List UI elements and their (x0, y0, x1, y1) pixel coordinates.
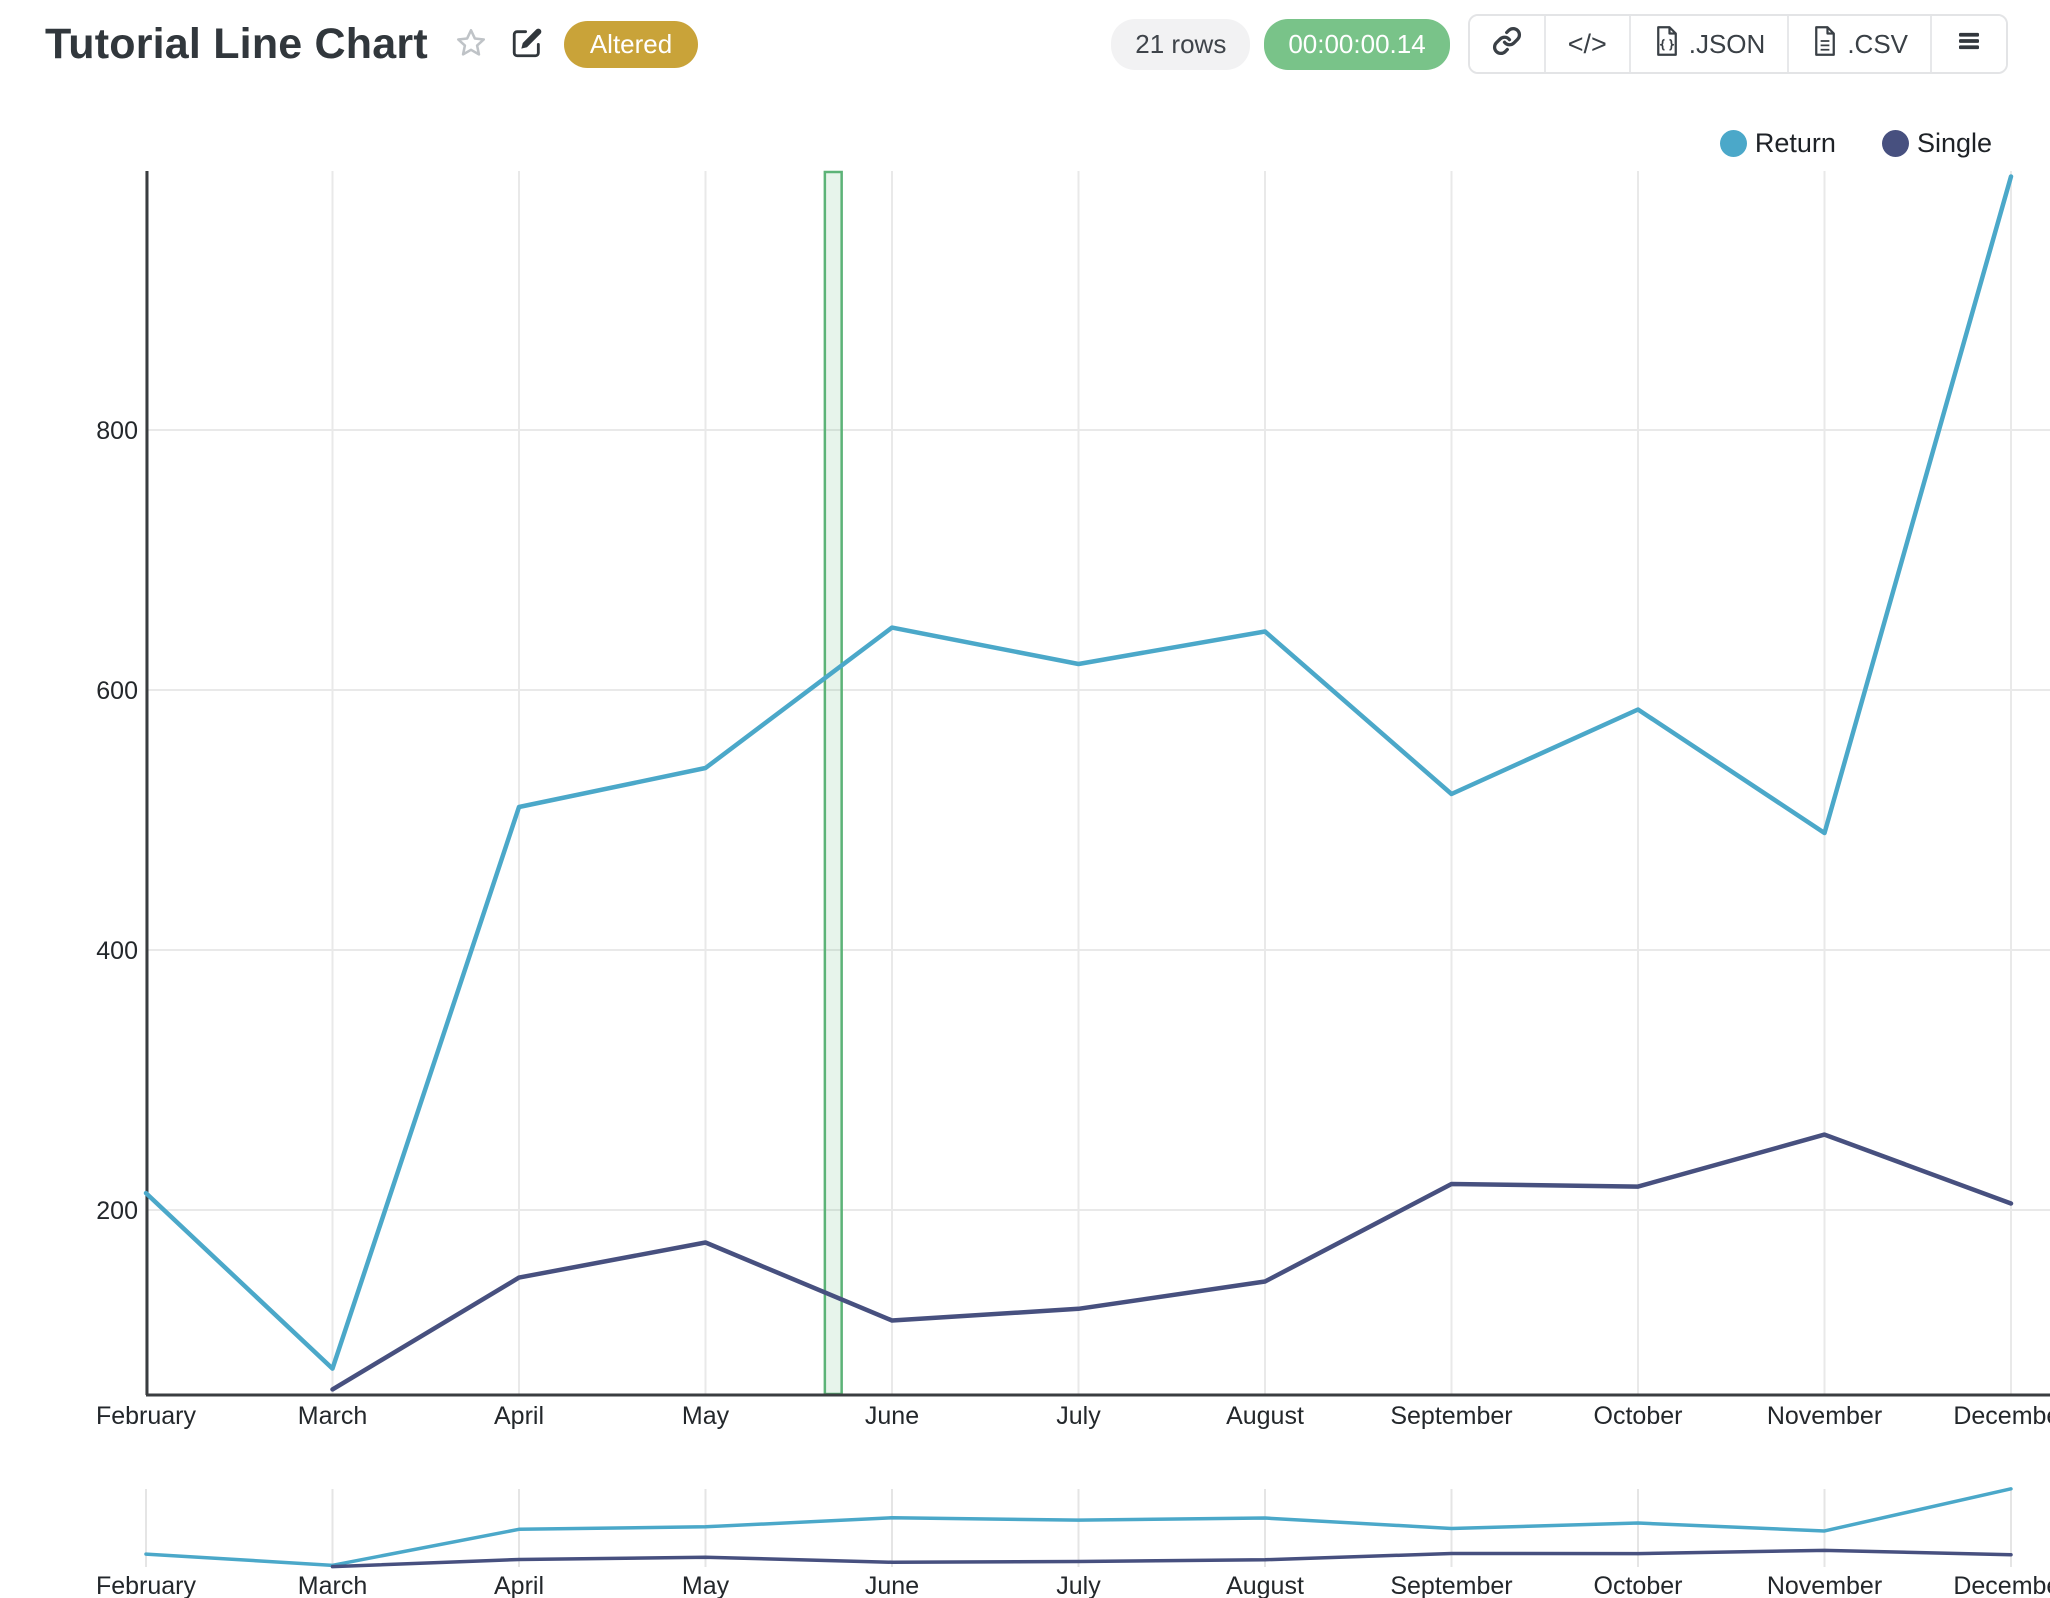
run-time-pill: 00:00:00.14 (1264, 18, 1450, 70)
embed-code-button[interactable]: </> (1543, 16, 1629, 72)
export-csv-button[interactable]: .CSV (1787, 16, 1930, 72)
navigator-x-label: March (298, 1572, 367, 1598)
csv-file-icon (1811, 25, 1839, 63)
x-axis-label: April (494, 1402, 544, 1430)
navigator-x-label: April (494, 1572, 544, 1598)
annotation-band (823, 170, 843, 1396)
navigator-x-label: November (1767, 1572, 1882, 1598)
navigator-x-label: October (1594, 1572, 1683, 1598)
legend-dot-return (1719, 130, 1747, 157)
x-axis-label: July (1056, 1402, 1101, 1430)
edit-button[interactable] (510, 26, 544, 63)
y-axis-label: 200 (96, 1197, 138, 1225)
x-axis-label: June (865, 1402, 919, 1430)
row-count-pill: 21 rows (1111, 18, 1251, 70)
x-axis-label: November (1767, 1402, 1882, 1430)
legend-item-single[interactable]: Single (1881, 128, 1992, 159)
navigator-x-label: May (682, 1572, 730, 1598)
x-axis-label: February (96, 1402, 197, 1430)
navigator-line-single (330, 1548, 2013, 1569)
more-menu-button[interactable] (1930, 16, 2006, 72)
y-axis-label: 600 (96, 677, 138, 705)
hamburger-menu-icon (1954, 26, 1984, 63)
export-json-label: .JSON (1688, 28, 1766, 59)
export-button-group: </> .JSON (1467, 14, 2008, 74)
chart-legend: Return Single (1719, 128, 1992, 159)
header: Tutorial Line Chart Altered 21 rows 00:0… (0, 0, 2050, 88)
x-axis-label: March (298, 1402, 367, 1430)
export-json-button[interactable]: .JSON (1628, 16, 1788, 72)
series-line-return (143, 174, 2014, 1371)
navigator-x-label: December (1953, 1572, 2050, 1598)
navigator-line-return (144, 1487, 2013, 1568)
legend-label-single: Single (1916, 128, 1992, 158)
navigator-x-label: June (865, 1572, 919, 1598)
x-axis-label: May (682, 1402, 730, 1430)
page-title: Tutorial Line Chart (45, 19, 428, 68)
link-icon (1492, 26, 1522, 63)
navigator-x-label: February (96, 1572, 197, 1598)
y-axis-label: 400 (96, 937, 138, 965)
json-file-icon (1653, 25, 1681, 63)
legend-dot-single (1881, 130, 1909, 157)
status-badge: Altered (563, 20, 699, 68)
navigator-x-label: July (1056, 1572, 1101, 1598)
x-axis-label: December (1953, 1402, 2050, 1430)
favorite-star-button[interactable] (454, 26, 488, 63)
y-axis-label: 800 (96, 417, 138, 445)
share-link-button[interactable] (1469, 16, 1544, 72)
header-toolbar: 21 rows 00:00:00.14 </> (1111, 14, 2008, 74)
star-icon (454, 26, 488, 63)
series-line-single (330, 1132, 2014, 1392)
navigator-x-label: August (1226, 1572, 1304, 1598)
x-axis-label: September (1390, 1402, 1512, 1430)
x-axis-label: October (1594, 1402, 1683, 1430)
x-axis-label: August (1226, 1402, 1304, 1430)
legend-item-return[interactable]: Return (1719, 128, 1836, 159)
navigator-x-label: September (1390, 1572, 1512, 1598)
export-csv-label: .CSV (1847, 28, 1908, 59)
edit-pencil-icon (510, 26, 544, 63)
code-icon: </> (1567, 28, 1607, 59)
legend-label-return: Return (1754, 128, 1836, 158)
